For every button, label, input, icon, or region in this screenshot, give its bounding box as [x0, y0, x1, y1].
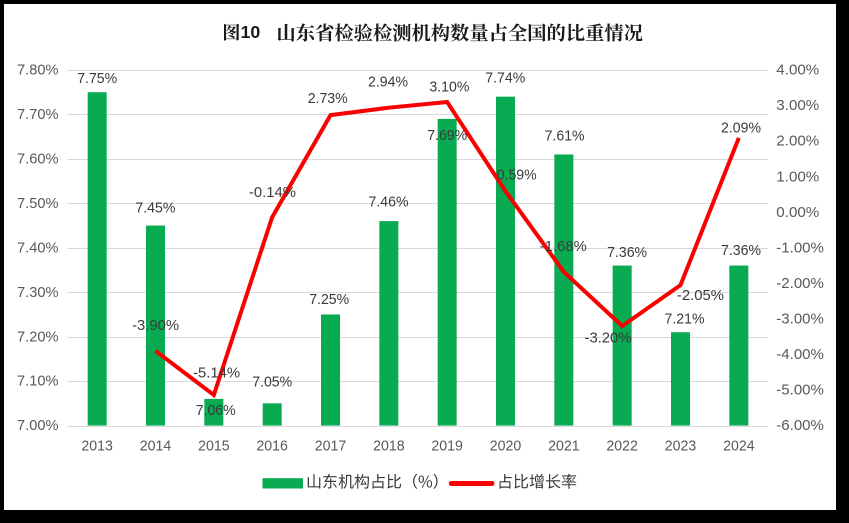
- svg-text:3.10%: 3.10%: [429, 78, 469, 95]
- svg-text:7.36%: 7.36%: [607, 244, 647, 261]
- svg-text:7.05%: 7.05%: [252, 373, 292, 390]
- svg-text:2.00%: 2.00%: [776, 134, 819, 150]
- svg-text:-3.90%: -3.90%: [132, 317, 179, 334]
- svg-text:1.00%: 1.00%: [776, 169, 819, 185]
- svg-text:2024: 2024: [723, 438, 755, 454]
- svg-text:2017: 2017: [315, 438, 347, 454]
- svg-text:-2.00%: -2.00%: [776, 276, 824, 292]
- svg-text:2014: 2014: [140, 438, 172, 454]
- svg-text:7.00%: 7.00%: [17, 418, 59, 434]
- svg-text:7.10%: 7.10%: [17, 374, 59, 390]
- svg-text:7.50%: 7.50%: [17, 196, 59, 212]
- svg-text:10: 10: [241, 22, 261, 42]
- svg-text:-0.14%: -0.14%: [249, 184, 296, 201]
- svg-text:2023: 2023: [665, 438, 697, 454]
- svg-text:7.45%: 7.45%: [135, 200, 175, 217]
- svg-text:7.80%: 7.80%: [17, 63, 59, 79]
- svg-text:2.09%: 2.09%: [721, 120, 761, 137]
- svg-text:2020: 2020: [490, 438, 522, 454]
- svg-text:2019: 2019: [431, 438, 463, 454]
- svg-text:7.75%: 7.75%: [77, 70, 117, 87]
- svg-text:-5.14%: -5.14%: [193, 365, 240, 382]
- svg-text:-5.00%: -5.00%: [776, 383, 824, 399]
- svg-text:-1.00%: -1.00%: [776, 240, 824, 256]
- svg-text:7.60%: 7.60%: [17, 151, 59, 167]
- svg-text:7.36%: 7.36%: [721, 242, 761, 259]
- svg-text:2.94%: 2.94%: [368, 74, 408, 91]
- svg-text:2013: 2013: [81, 438, 113, 454]
- svg-text:-6.00%: -6.00%: [776, 418, 824, 434]
- svg-text:2018: 2018: [373, 438, 405, 454]
- svg-text:0.00%: 0.00%: [776, 205, 819, 221]
- svg-text:7.61%: 7.61%: [545, 127, 585, 144]
- svg-text:7.40%: 7.40%: [17, 240, 59, 256]
- svg-text:-4.00%: -4.00%: [776, 347, 824, 363]
- svg-text:4.00%: 4.00%: [776, 63, 819, 79]
- svg-text:7.06%: 7.06%: [196, 402, 236, 419]
- svg-text:-3.20%: -3.20%: [585, 329, 632, 346]
- svg-text:7.69%: 7.69%: [427, 127, 467, 144]
- svg-text:7.25%: 7.25%: [309, 291, 349, 308]
- svg-text:7.46%: 7.46%: [369, 193, 409, 210]
- svg-text:-3.00%: -3.00%: [776, 311, 824, 327]
- svg-text:7.20%: 7.20%: [17, 329, 59, 345]
- svg-text:2015: 2015: [198, 438, 230, 454]
- svg-text:7.30%: 7.30%: [17, 285, 59, 301]
- svg-text:-1.68%: -1.68%: [540, 238, 587, 255]
- svg-text:-2.05%: -2.05%: [677, 287, 724, 304]
- svg-text:2016: 2016: [256, 438, 288, 454]
- svg-text:3.00%: 3.00%: [776, 98, 819, 114]
- svg-text:7.70%: 7.70%: [17, 107, 59, 123]
- svg-text:7.21%: 7.21%: [665, 311, 705, 328]
- svg-text:2021: 2021: [548, 438, 580, 454]
- svg-text:7.74%: 7.74%: [485, 69, 525, 86]
- svg-text:0.59%: 0.59%: [497, 167, 537, 184]
- svg-text:2022: 2022: [606, 438, 638, 454]
- svg-text:2.73%: 2.73%: [308, 90, 348, 107]
